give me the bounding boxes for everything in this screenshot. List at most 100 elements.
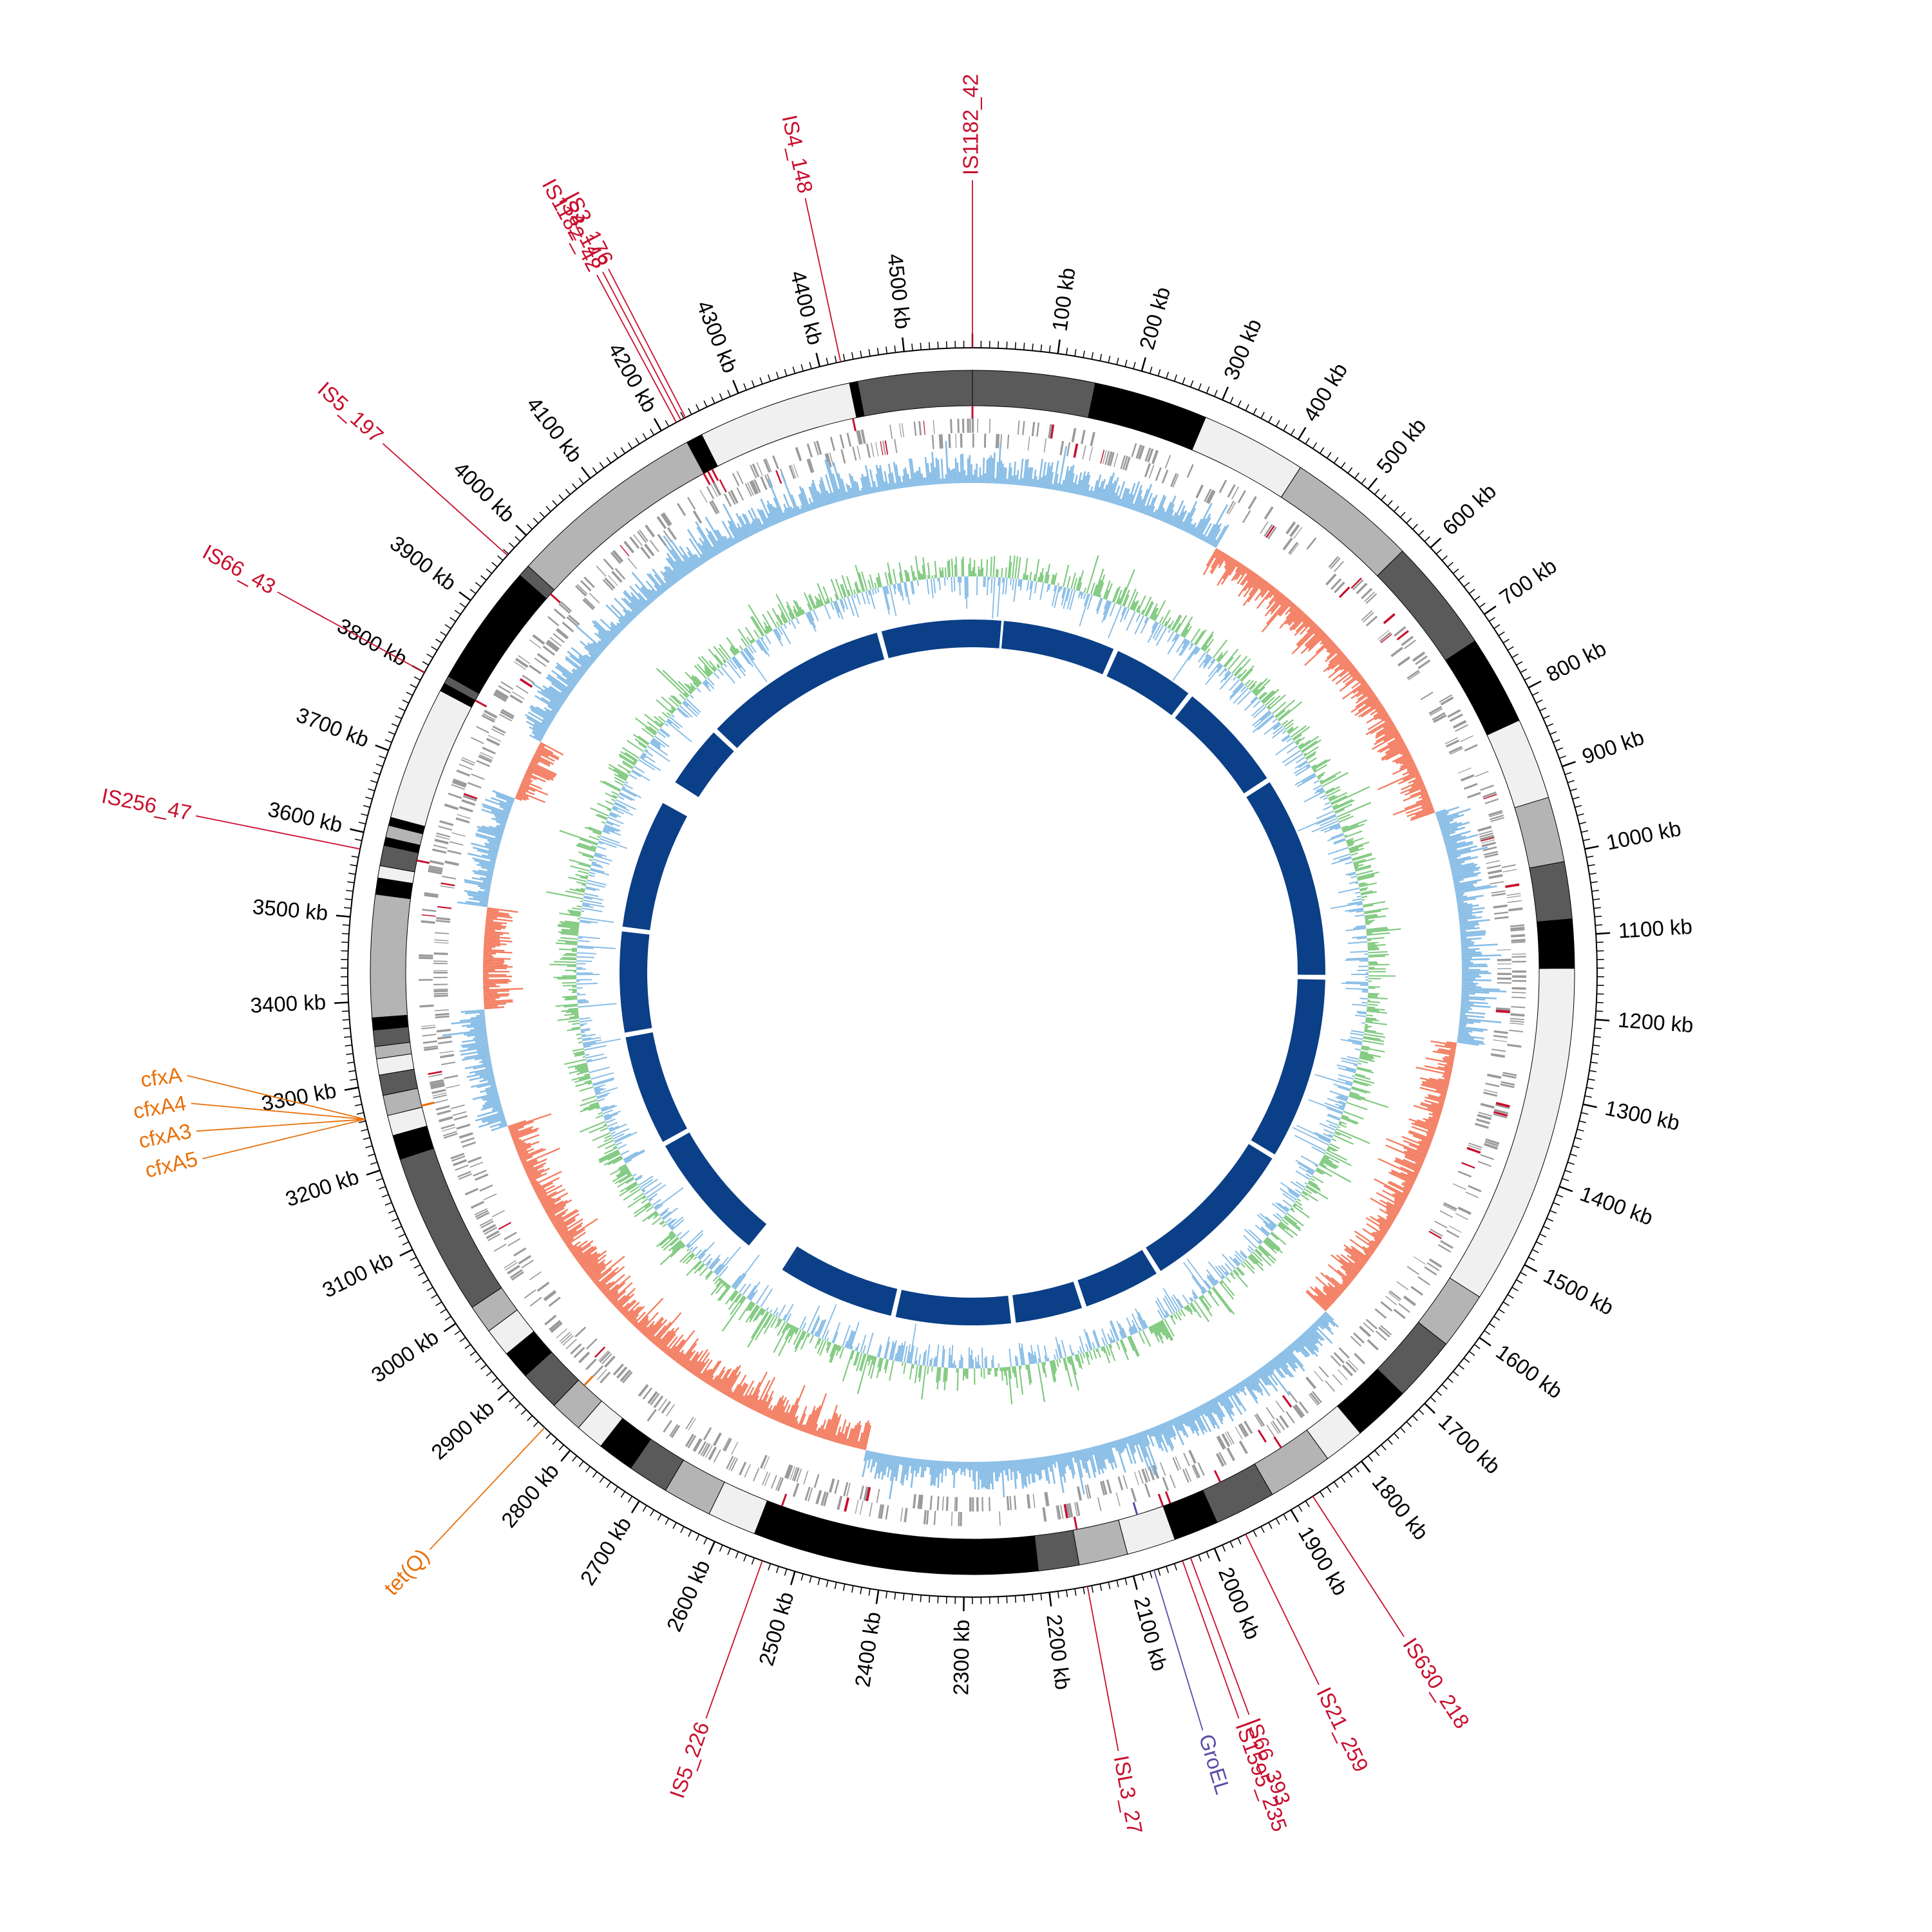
cds-feature: [723, 493, 732, 507]
gc-content-bar: [952, 1363, 954, 1368]
gc-skew-bar: [1459, 919, 1490, 924]
gc-content-bar: [578, 937, 583, 939]
gc-skew-bar: [972, 1461, 974, 1482]
gc-skew-bar: [480, 876, 492, 881]
gc-content-bar: [976, 576, 978, 596]
gc-skew-bar: [812, 1423, 819, 1436]
gc-content-bar: [855, 581, 860, 593]
gc-content-bar: [826, 1338, 829, 1341]
gc-skew-bar: [936, 1461, 939, 1478]
gc-skew-bar: [1428, 1095, 1445, 1102]
gc-content-bar: [1217, 663, 1222, 668]
gc-skew-bar: [1424, 1099, 1444, 1107]
gc-content-bar: [1171, 614, 1181, 630]
gc-content-bar: [1252, 677, 1268, 694]
gc-skew-bar: [1031, 1458, 1036, 1483]
gc-skew-bar: [1350, 1245, 1370, 1260]
gc-content-bar: [1318, 1136, 1331, 1144]
cds-feature: [1050, 424, 1055, 439]
gc-content-bar: [1366, 933, 1372, 934]
gc-content-bar: [1075, 1354, 1081, 1368]
gc-skew-bar: [483, 992, 498, 994]
gc-content-bar: [579, 921, 591, 924]
gc-skew-bar: [590, 643, 603, 654]
gc-skew-bar: [485, 927, 502, 931]
gc-content-bar: [1234, 1257, 1241, 1265]
cds-feature: [509, 1269, 523, 1279]
gc-skew-bar: [1404, 1156, 1423, 1166]
gc-content-bar: [1094, 568, 1104, 596]
gc-content-bar: [1302, 773, 1316, 783]
gc-skew-bar: [466, 1024, 486, 1028]
gc-skew-bar: [1116, 480, 1126, 506]
scale-tick: [1582, 1103, 1597, 1108]
gc-skew-bar: [854, 480, 860, 497]
gc-content-bar: [848, 1331, 855, 1349]
cds-feature: [1231, 486, 1240, 500]
scale-tick: [381, 1194, 389, 1198]
cds-feature: [479, 1218, 493, 1227]
gc-content-bar: [1092, 1341, 1095, 1350]
gc-skew-bar: [477, 826, 504, 835]
gc-content-bar: [679, 1230, 690, 1240]
gc-content-bar: [904, 1345, 908, 1363]
gc-skew-bar: [1399, 759, 1414, 768]
scale-tick: [1032, 1594, 1034, 1602]
gc-content-bar: [766, 611, 778, 629]
gc-skew-bar: [479, 1072, 494, 1077]
gc-content-bar: [704, 668, 712, 676]
scale-tick: [375, 1178, 383, 1182]
gc-skew-bar: [1224, 555, 1231, 564]
gc-skew-bar: [688, 556, 697, 569]
gc-content-bar: [775, 628, 782, 638]
cds-feature: [1479, 830, 1493, 835]
scale-tick: [1586, 855, 1594, 858]
gc-skew-bar: [1343, 1244, 1368, 1263]
gc-content-bar: [1341, 825, 1349, 829]
gc-skew-bar: [840, 478, 848, 500]
gc-skew-bar: [1287, 609, 1302, 625]
gc-skew-bar: [889, 1455, 895, 1470]
tick-label: 3600 kb: [266, 797, 345, 837]
scale-tick: [1221, 386, 1229, 401]
gc-content-bar: [1027, 574, 1029, 581]
gc-skew-bar: [594, 632, 609, 646]
gc-content-bar: [611, 808, 625, 815]
gc-content-bar: [817, 1338, 822, 1345]
gc-content-bar: [1018, 1365, 1024, 1395]
gc-skew-bar: [667, 557, 684, 578]
gc-skew-bar: [469, 1067, 493, 1074]
gc-skew-bar: [1012, 1460, 1017, 1490]
gc-skew-bar: [1061, 480, 1065, 491]
cds-feature: [460, 1137, 475, 1144]
gc-content-bar: [1314, 1132, 1332, 1141]
gc-content-bar: [1140, 617, 1150, 634]
gc-skew-bar: [1304, 619, 1313, 628]
cds-feature: [474, 1208, 488, 1216]
cds-feature: [1109, 451, 1115, 466]
cds-feature: [532, 634, 545, 645]
gc-skew-bar: [1260, 583, 1271, 596]
gc-content-bar: [1303, 752, 1307, 756]
gc-skew-bar: [1236, 1383, 1243, 1393]
gc-skew-bar: [672, 569, 681, 581]
gc-content-bar: [825, 601, 828, 605]
gc-content-bar: [846, 1330, 853, 1349]
cds-feature: [1510, 934, 1526, 938]
gc-skew-bar: [1155, 1425, 1168, 1453]
gc-skew-bar: [634, 1298, 664, 1328]
gc-skew-bar: [484, 999, 513, 1003]
gc-skew-bar: [1265, 1363, 1291, 1396]
cds-feature: [1226, 1447, 1236, 1461]
gc-content-bar: [1121, 607, 1126, 616]
gc-content-bar: [1338, 1123, 1347, 1128]
gc-content-bar: [573, 971, 577, 972]
gc-skew-bar: [517, 790, 545, 803]
cds-feature: [732, 473, 740, 487]
gc-skew-bar: [792, 1416, 799, 1428]
gc-content-bar: [1150, 1325, 1160, 1343]
scale-tick: [1157, 369, 1161, 377]
gc-content-bar: [739, 645, 743, 650]
gc-content-bar: [658, 731, 667, 739]
gc-content-bar: [1255, 687, 1265, 697]
